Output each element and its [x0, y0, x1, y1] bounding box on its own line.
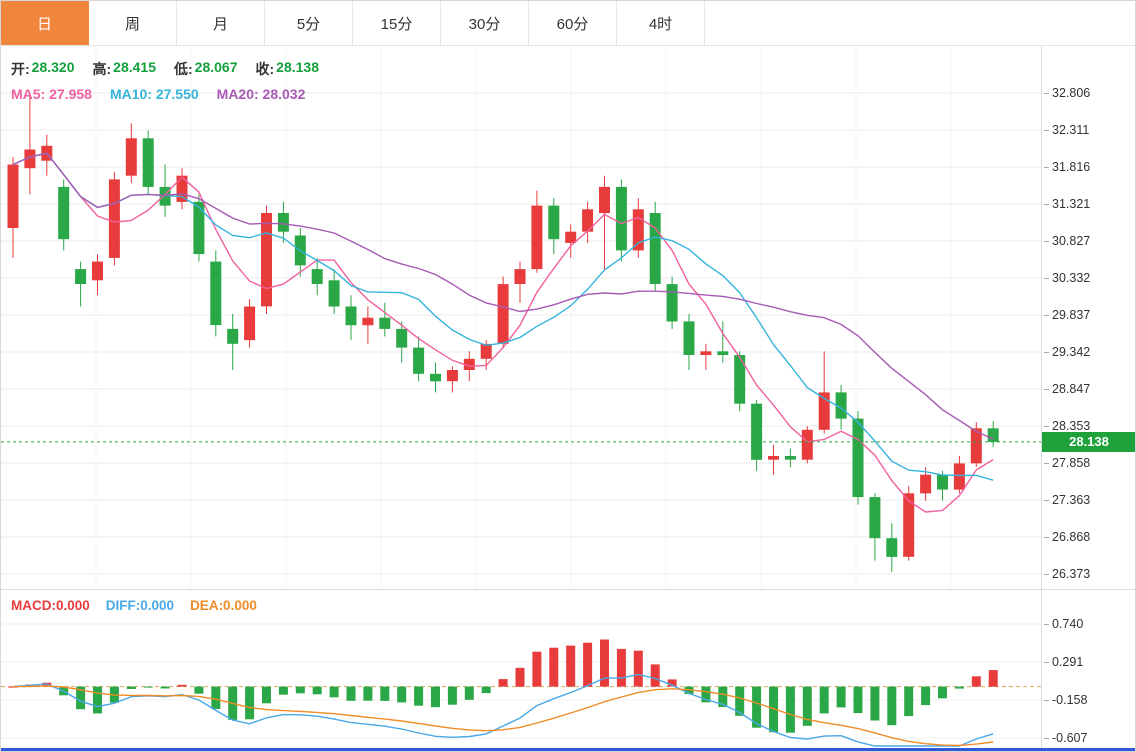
open-value: 28.320 [31, 59, 75, 75]
price-axis-label: 30.827 [1044, 233, 1090, 249]
tab-15min[interactable]: 15分 [353, 1, 441, 45]
macd-plot[interactable] [1, 590, 1041, 751]
tab-week[interactable]: 周 [89, 1, 177, 45]
close-value: 28.138 [276, 59, 319, 75]
macd-area[interactable]: MACD:0.000 DIFF:0.000 DEA:0.000 [1, 589, 1041, 751]
ma10-legend: MA10: 27.550 [109, 86, 199, 102]
price-axis-label: 29.837 [1044, 307, 1090, 323]
high-value: 28.415 [113, 59, 156, 75]
macd-axis-label: -0.607 [1044, 730, 1087, 746]
price-axis: 28.138 32.806 32.311 31.816 31.321 30.827 30.… [1041, 46, 1135, 589]
last-price-tag: 28.138 [1042, 431, 1135, 452]
price-axis-label: 26.868 [1044, 529, 1090, 545]
tab-5min[interactable]: 5分 [265, 1, 353, 45]
price-axis-label: 26.373 [1044, 566, 1090, 582]
price-axis-label: 28.847 [1044, 381, 1090, 397]
tab-60min[interactable]: 60分 [529, 1, 617, 45]
main-chart-area[interactable]: 开: 28.320 高: 28.415 低: 28.067 收: 28.138 MA5:… [1, 46, 1041, 589]
tab-4hour[interactable]: 4时 [617, 1, 705, 45]
high-label: 高: [92, 61, 112, 77]
price-axis-label: 27.858 [1044, 455, 1090, 471]
macd-axis-label: 0.740 [1044, 616, 1083, 632]
macd-legend-dea: DEA:0.000 [190, 598, 257, 613]
ma5-legend: MA5: 27.958 [11, 86, 92, 102]
low-value: 28.067 [194, 59, 238, 75]
macd-axis: 0.740 0.291 -0.158 -0.607 [1041, 589, 1135, 751]
ma-legend: MA5: 27.958 MA10: 27.550 MA20: 28.032 [11, 86, 305, 102]
timeframe-tabbar: 日 周 月 5分 15分 30分 60分 4时 [1, 1, 1135, 46]
macd-axis-label: 0.291 [1044, 654, 1083, 670]
macd-legend-diff: DIFF:0.000 [105, 598, 175, 613]
price-axis-label: 29.342 [1044, 344, 1090, 360]
close-label: 收: [255, 61, 275, 77]
price-axis-label: 32.311 [1044, 122, 1089, 138]
price-axis-label: 31.816 [1044, 159, 1090, 175]
macd-legend-macd: MACD:0.000 [11, 598, 90, 613]
price-axis-label: 32.806 [1044, 85, 1090, 101]
ma20-legend: MA20: 28.032 [216, 86, 306, 102]
price-axis-label: 27.363 [1044, 492, 1090, 508]
price-axis-label: 28.353 [1044, 418, 1090, 434]
macd-legend: MACD:0.000 DIFF:0.000 DEA:0.000 [11, 598, 257, 613]
price-axis-label: 31.321 [1044, 196, 1090, 212]
low-label: 低: [174, 61, 193, 77]
bottom-scrollbar[interactable] [1, 748, 1135, 751]
price-axis-label: 30.332 [1044, 270, 1090, 286]
tab-month[interactable]: 月 [177, 1, 265, 45]
macd-axis-label: -0.158 [1044, 692, 1087, 708]
ohlc-legend: 开: 28.320 高: 28.415 低: 28.067 收: 28.138 [11, 59, 319, 79]
open-label: 开: [11, 61, 30, 77]
candlestick-plot[interactable] [1, 46, 1041, 589]
tab-day[interactable]: 日 [1, 1, 89, 45]
tab-30min[interactable]: 30分 [441, 1, 529, 45]
